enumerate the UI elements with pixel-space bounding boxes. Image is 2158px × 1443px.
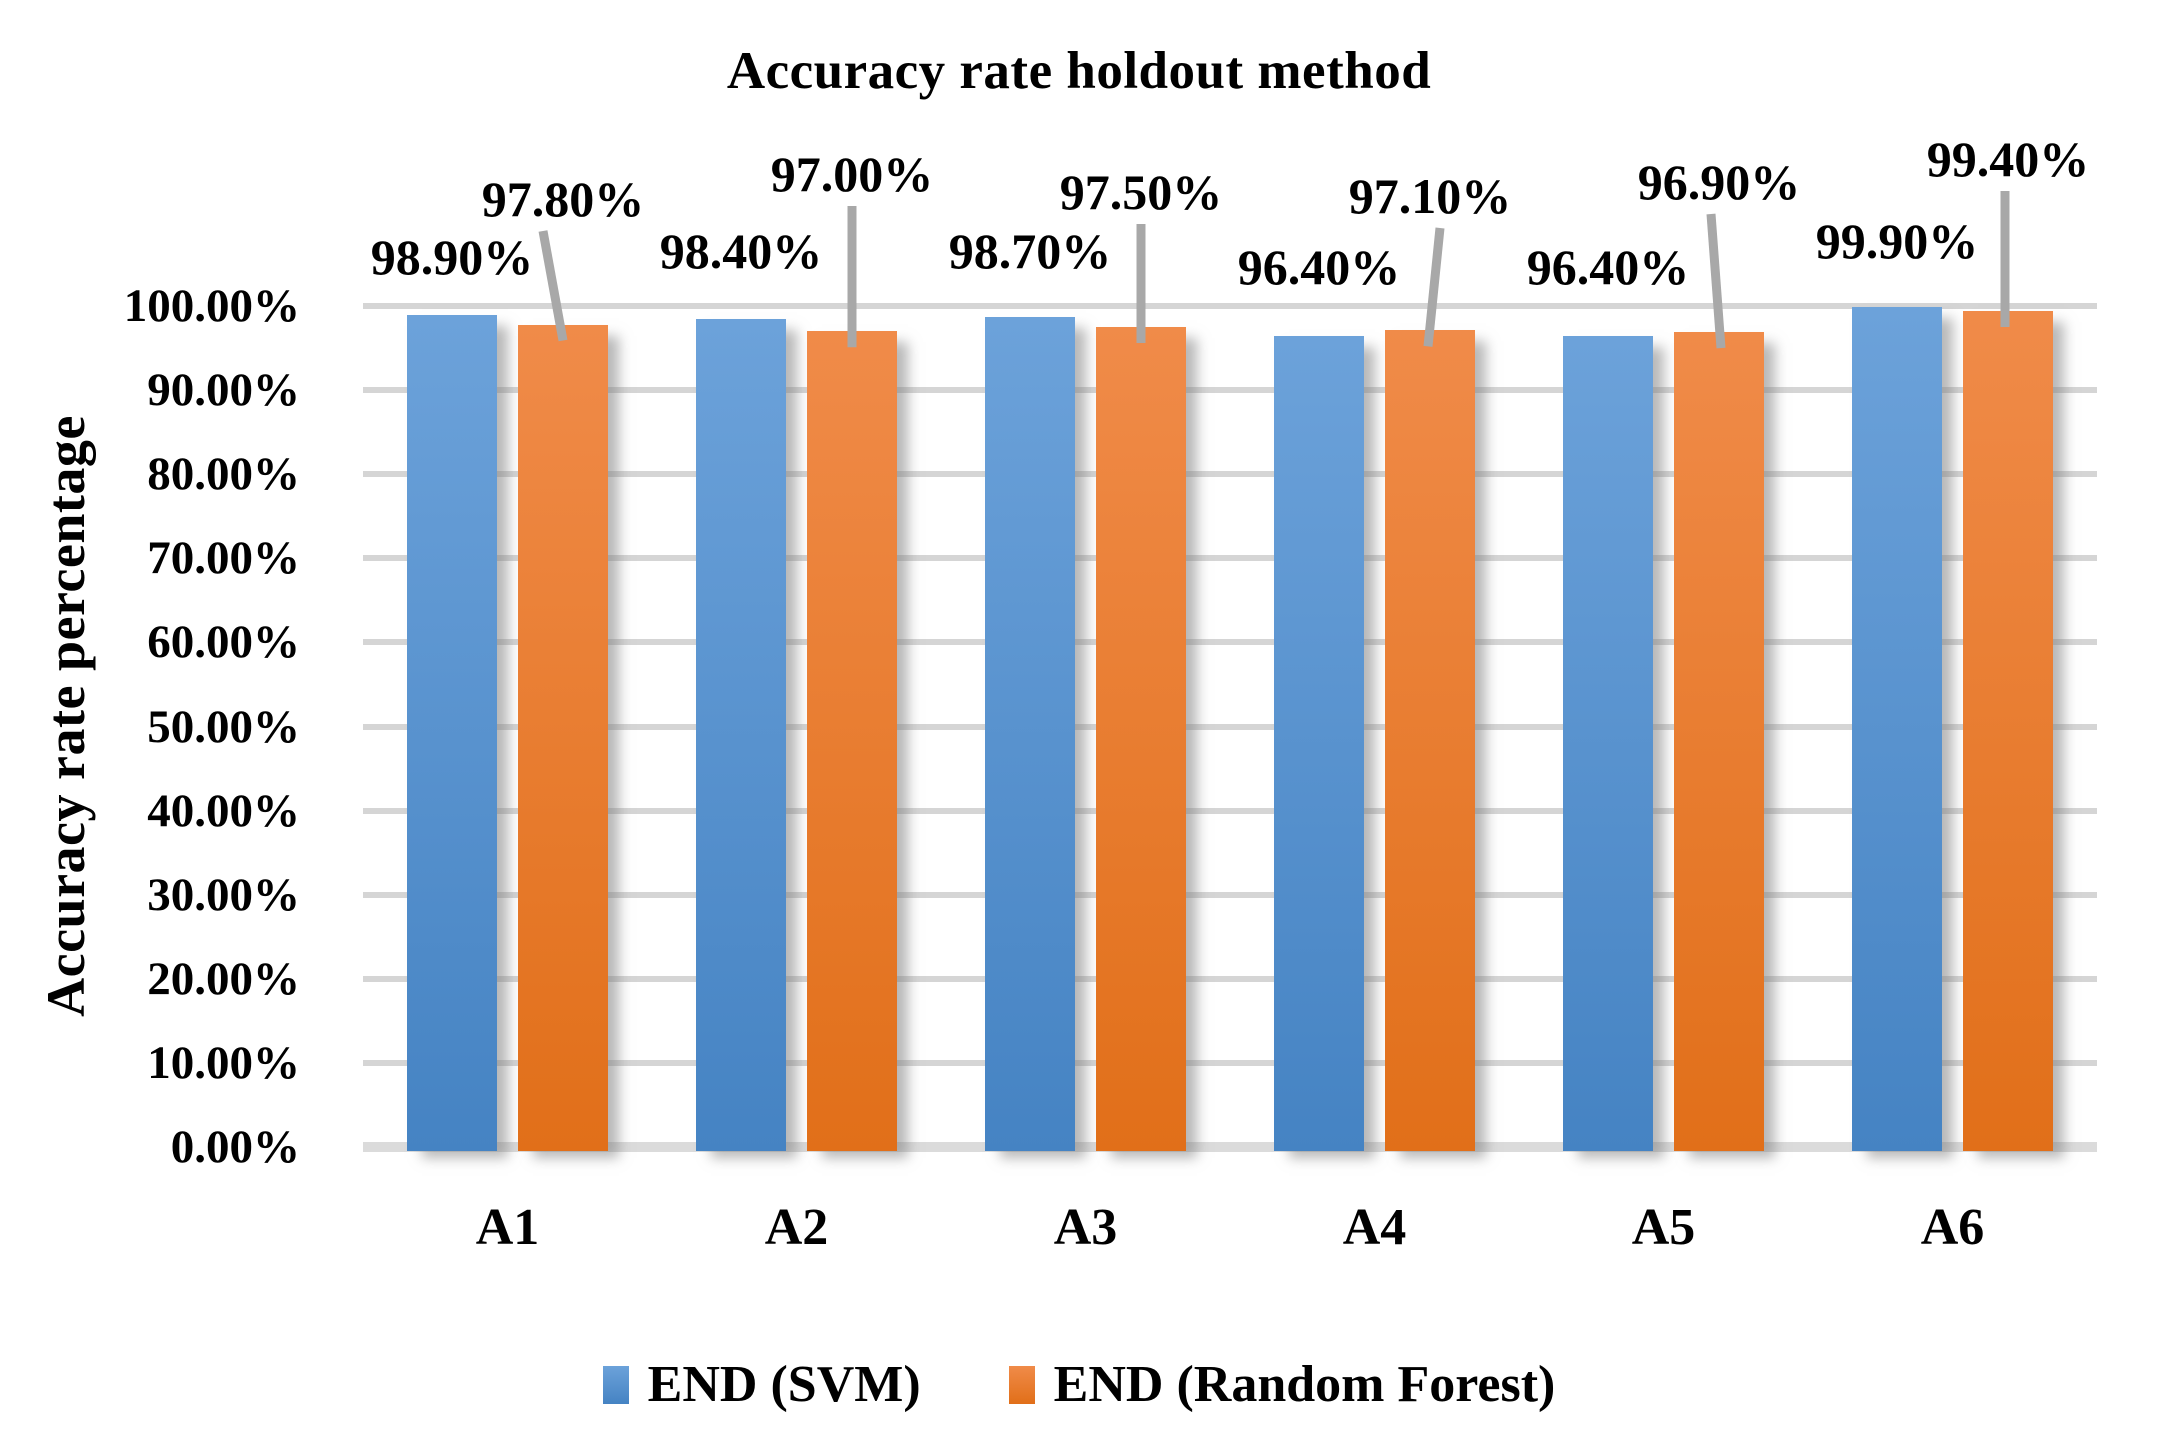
y-tick-label: 90.00% [147, 364, 300, 417]
y-tick-label: 50.00% [147, 700, 300, 753]
data-label: 96.40% [1237, 239, 1401, 295]
data-label: 97.00% [770, 146, 934, 202]
y-tick-label: 60.00% [147, 616, 300, 669]
bar-end-random-forest [518, 324, 608, 1151]
data-label: 99.90% [1815, 213, 1979, 269]
bar-end-svm [1274, 336, 1364, 1151]
bar-end-random-forest [1963, 311, 2053, 1151]
bar-end-random-forest [807, 331, 897, 1151]
gridline [363, 975, 2097, 982]
gridline [363, 387, 2097, 394]
data-label: 97.10% [1348, 168, 1512, 224]
gridline [363, 471, 2097, 478]
gridline [363, 891, 2097, 898]
bar-end-svm [1852, 306, 1942, 1151]
x-axis-baseline [363, 1142, 2097, 1152]
data-label: 96.90% [1637, 154, 1801, 210]
gridline [363, 807, 2097, 814]
bar-end-random-forest [1096, 327, 1186, 1151]
legend-swatch-svm [602, 1366, 629, 1404]
leader-line [1706, 213, 1726, 349]
legend-label-random-forest: END (Random Forest) [1053, 1356, 1556, 1413]
gridline [363, 1059, 2097, 1066]
y-tick-label: 30.00% [147, 868, 300, 921]
bar-end-svm [407, 315, 497, 1151]
y-tick-label: 80.00% [147, 448, 300, 501]
legend-item-svm: END (SVM) [602, 1356, 921, 1413]
data-label: 97.50% [1059, 164, 1223, 220]
gridline [363, 723, 2097, 730]
data-label: 99.40% [1926, 131, 2090, 187]
x-axis-label: A5 [1631, 1199, 1696, 1256]
leader-line [538, 230, 568, 342]
x-axis-label: A4 [1342, 1199, 1407, 1256]
gridline [363, 303, 2097, 309]
legend-item-random-forest: END (Random Forest) [1008, 1356, 1556, 1413]
legend-swatch-random-forest [1008, 1366, 1035, 1404]
chart-title: Accuracy rate holdout method [726, 42, 1432, 100]
y-tick-label: 100.00% [123, 280, 300, 332]
data-label: 97.80% [481, 171, 645, 227]
x-axis-label: A2 [764, 1199, 829, 1256]
gridline [363, 639, 2097, 646]
x-axis-label: A1 [475, 1199, 540, 1256]
data-label: 96.40% [1526, 239, 1690, 295]
data-label: 98.40% [659, 223, 823, 279]
x-axis-label: A6 [1920, 1199, 1985, 1256]
y-tick-label: 70.00% [147, 532, 300, 585]
x-axis-label: A3 [1053, 1199, 1118, 1256]
gridline [363, 555, 2097, 562]
legend-label-svm: END (SVM) [647, 1356, 921, 1413]
bar-end-random-forest [1385, 330, 1475, 1151]
bar-end-svm [696, 319, 786, 1151]
bar-end-svm [985, 316, 1075, 1151]
bar-end-random-forest [1674, 332, 1764, 1151]
data-label: 98.90% [370, 229, 534, 285]
legend: END (SVM) END (Random Forest) [0, 1348, 2158, 1422]
data-label: 98.70% [948, 223, 1112, 279]
y-tick-label: 0.00% [170, 1121, 300, 1173]
y-tick-label: 20.00% [147, 952, 300, 1005]
bar-end-svm [1563, 336, 1653, 1151]
leader-line [1423, 227, 1445, 347]
y-tick-label: 40.00% [147, 784, 300, 837]
y-tick-label: 10.00% [147, 1036, 300, 1089]
